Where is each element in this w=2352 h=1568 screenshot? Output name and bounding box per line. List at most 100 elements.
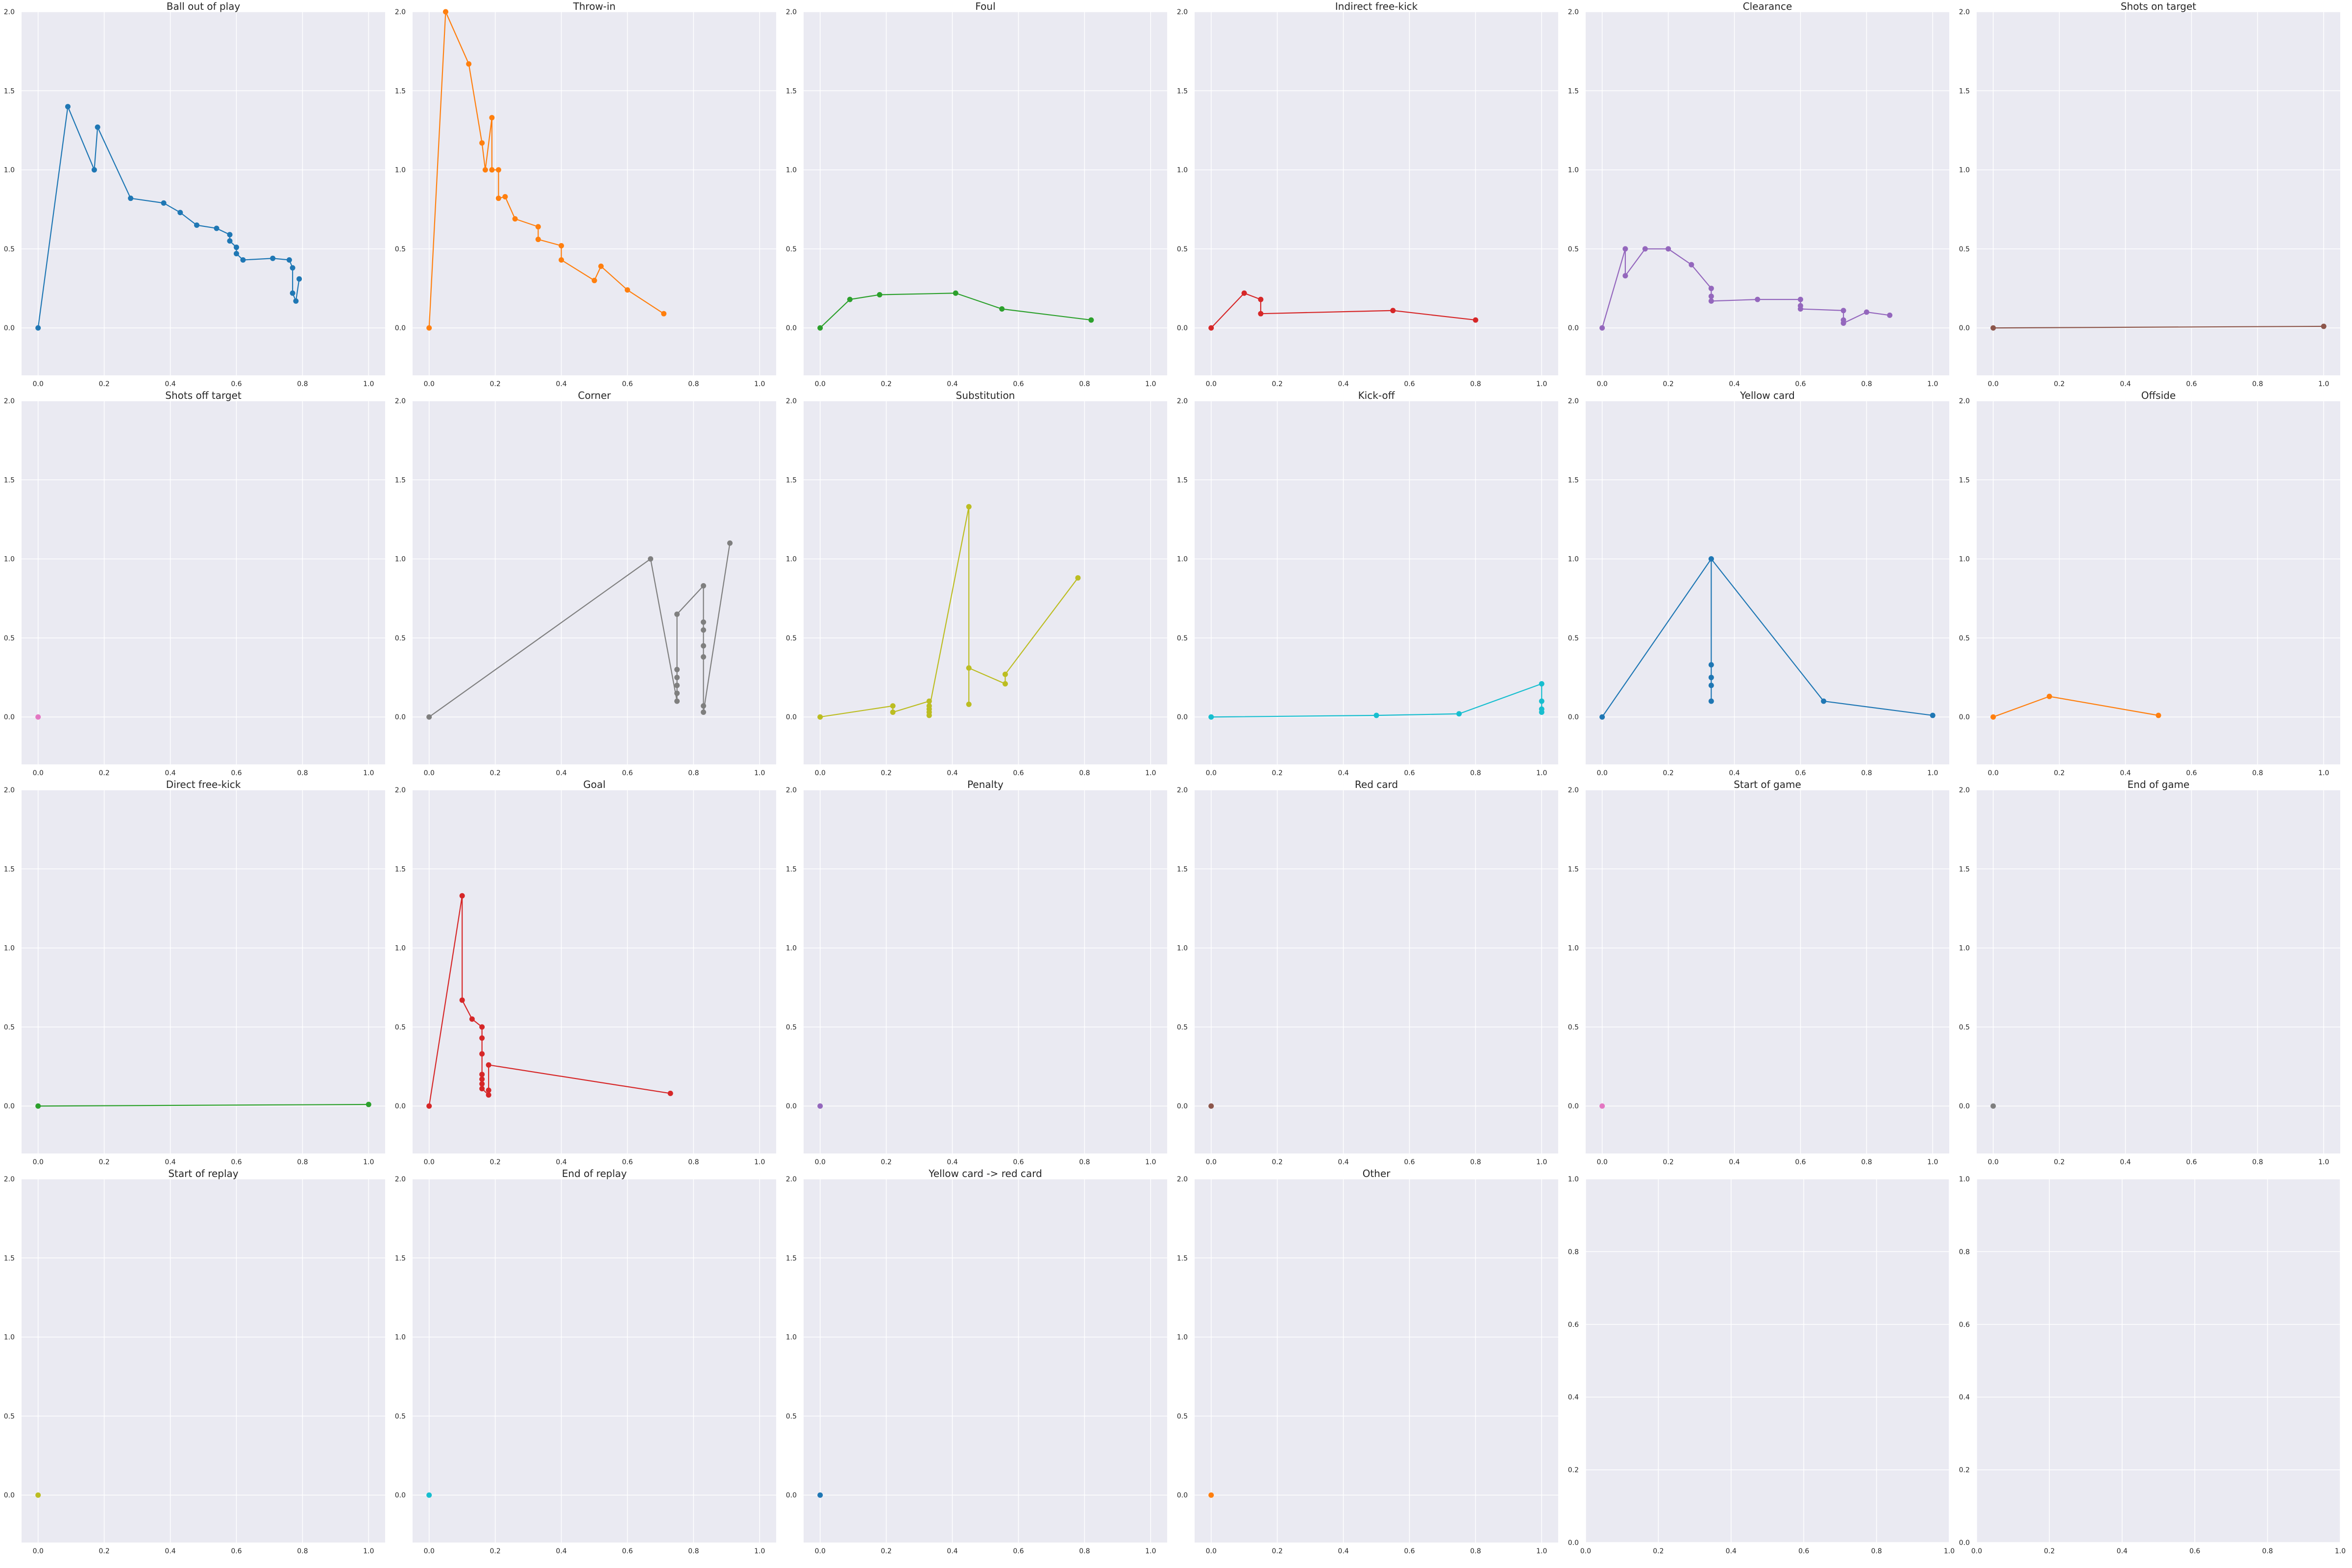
y-tick-label: 1.5 xyxy=(786,865,797,873)
x-tick-label: 0.8 xyxy=(2262,1547,2273,1555)
y-tick-label: 2.0 xyxy=(1177,8,1188,16)
y-tick-label: 1.5 xyxy=(395,865,406,873)
data-point xyxy=(701,710,707,715)
y-tick-label: 0.0 xyxy=(1959,324,1970,332)
subplot-19: 0.0 0.2 0.4 0.6 0.8 1.0 0.0 0.5 1.0 1.5 2.0 End of … xyxy=(395,1168,776,1555)
y-tick-label: 0.5 xyxy=(1568,245,1579,253)
data-point xyxy=(502,194,508,199)
data-point xyxy=(91,167,97,173)
y-tick-label: 2.0 xyxy=(1177,1176,1188,1183)
y-tick-label: 0.5 xyxy=(1568,635,1579,642)
x-tick-label: 1.0 xyxy=(363,769,374,777)
x-tick-label: 0.8 xyxy=(1470,1158,1481,1166)
subplot-6: 0.0 0.2 0.4 0.6 0.8 1.0 0.0 0.5 1.0 1.5 2.0 Shots o… xyxy=(4,390,385,777)
x-tick-label: 0.2 xyxy=(2054,769,2065,777)
x-tick-label: 0.0 xyxy=(815,380,826,388)
x-tick-label: 0.6 xyxy=(231,769,242,777)
data-point xyxy=(1208,325,1214,331)
x-tick-label: 0.4 xyxy=(2120,380,2131,388)
data-point xyxy=(290,265,295,271)
x-tick-label: 0.6 xyxy=(1404,1547,1415,1555)
data-point xyxy=(966,701,972,707)
data-point xyxy=(479,1076,485,1082)
subplot-15: 0.0 0.2 0.4 0.6 0.8 1.0 0.0 0.5 1.0 1.5 2.0 Red car… xyxy=(1177,779,1558,1166)
data-point xyxy=(1708,683,1714,688)
plot-area xyxy=(1586,1179,1949,1543)
data-point xyxy=(479,1051,485,1057)
data-point xyxy=(459,997,465,1003)
x-tick-label: 1.0 xyxy=(1927,380,1938,388)
y-tick-label: 0.5 xyxy=(395,245,406,253)
y-tick-label: 2.0 xyxy=(1568,397,1579,405)
plot-area xyxy=(804,1179,1167,1543)
chart-title: Direct free-kick xyxy=(166,779,241,790)
y-tick-label: 1.0 xyxy=(4,167,15,174)
data-point xyxy=(1002,671,1008,677)
data-point xyxy=(1887,312,1893,318)
x-tick-label: 0.2 xyxy=(99,769,110,777)
data-point xyxy=(1258,311,1264,317)
y-tick-label: 1.5 xyxy=(395,87,406,95)
x-tick-label: 1.0 xyxy=(2335,1547,2346,1555)
y-tick-label: 0.5 xyxy=(786,1024,797,1031)
subplot-16: 0.0 0.2 0.4 0.6 0.8 1.0 0.0 0.5 1.0 1.5 2.0 Start o… xyxy=(1568,779,1949,1166)
x-tick-label: 0.2 xyxy=(1663,1158,1674,1166)
x-tick-label: 0.0 xyxy=(33,1158,44,1166)
x-tick-label: 0.0 xyxy=(424,1158,435,1166)
data-point xyxy=(296,276,302,282)
x-tick-label: 0.0 xyxy=(1988,769,1999,777)
data-point xyxy=(674,675,680,681)
y-tick-label: 1.5 xyxy=(1568,865,1579,873)
y-tick-label: 0.0 xyxy=(786,324,797,332)
data-point xyxy=(674,683,680,688)
x-tick-label: 0.2 xyxy=(1272,380,1283,388)
x-tick-label: 1.0 xyxy=(2318,769,2329,777)
x-tick-label: 0.4 xyxy=(2117,1547,2128,1555)
data-point xyxy=(1840,308,1846,314)
y-tick-label: 1.0 xyxy=(395,556,406,564)
data-point xyxy=(727,540,733,546)
plot-area xyxy=(413,790,776,1153)
x-tick-label: 0.8 xyxy=(1861,380,1872,388)
data-point xyxy=(366,1102,371,1107)
chart-title: Foul xyxy=(975,0,995,12)
x-tick-label: 0.2 xyxy=(99,380,110,388)
x-tick-label: 1.0 xyxy=(2318,380,2329,388)
x-tick-label: 0.8 xyxy=(1861,769,1872,777)
y-tick-label: 1.5 xyxy=(1959,476,1970,484)
x-tick-label: 0.6 xyxy=(1404,1158,1415,1166)
x-tick-label: 0.0 xyxy=(1988,380,1999,388)
data-point xyxy=(1708,675,1714,681)
y-tick-label: 2.0 xyxy=(395,1176,406,1183)
y-tick-label: 0.2 xyxy=(1959,1467,1970,1474)
x-tick-label: 0.8 xyxy=(1079,1158,1090,1166)
subplot-20: 0.0 0.2 0.4 0.6 0.8 1.0 0.0 0.5 1.0 1.5 2.0 Yellow … xyxy=(786,1168,1167,1555)
x-tick-label: 0.8 xyxy=(1470,380,1481,388)
plot-area xyxy=(1977,790,2340,1153)
data-point xyxy=(486,1087,491,1093)
chart-title: Goal xyxy=(583,779,606,790)
data-point xyxy=(1390,308,1396,314)
data-point xyxy=(479,1072,485,1078)
y-tick-label: 2.0 xyxy=(786,1176,797,1183)
x-tick-label: 0.2 xyxy=(1272,1547,1283,1555)
x-tick-label: 0.6 xyxy=(1013,380,1024,388)
plot-area xyxy=(1195,12,1558,375)
y-tick-label: 0.0 xyxy=(395,1492,406,1499)
y-tick-label: 1.5 xyxy=(4,87,15,95)
data-point xyxy=(489,115,495,121)
data-point xyxy=(489,167,495,173)
x-tick-label: 0.0 xyxy=(1971,1547,1982,1555)
data-point xyxy=(877,292,882,297)
data-point xyxy=(233,245,239,250)
y-tick-label: 2.0 xyxy=(786,786,797,794)
x-tick-label: 0.2 xyxy=(881,769,892,777)
chart-title: Red card xyxy=(1355,779,1398,790)
data-point xyxy=(1539,681,1544,686)
plot-area xyxy=(1195,790,1558,1153)
x-tick-label: 0.6 xyxy=(1798,1547,1809,1555)
x-tick-label: 0.0 xyxy=(33,769,44,777)
x-tick-label: 0.4 xyxy=(1729,1158,1740,1166)
y-tick-label: 0.5 xyxy=(4,245,15,253)
data-point xyxy=(1208,1492,1214,1498)
